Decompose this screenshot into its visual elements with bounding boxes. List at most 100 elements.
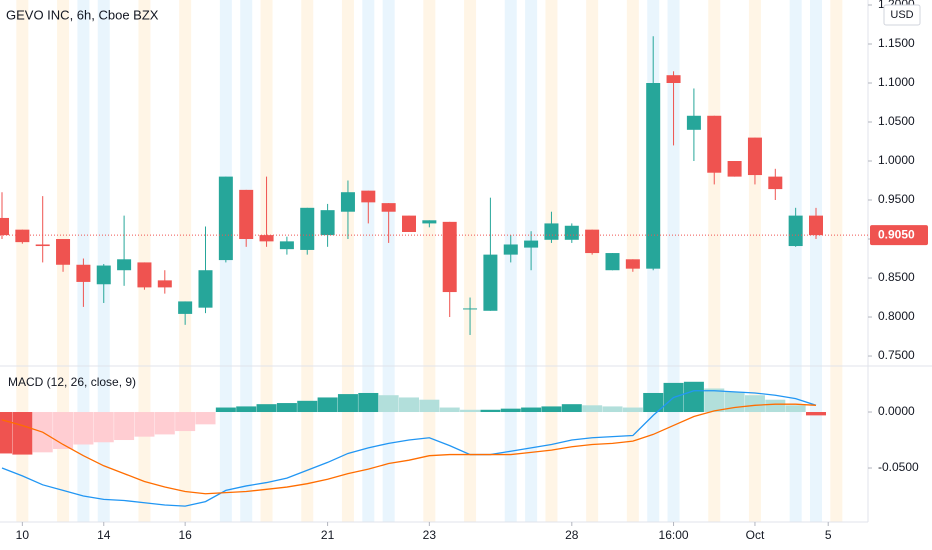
x-tick-label: 16:00 (659, 528, 689, 542)
session-stripe (545, 0, 558, 522)
session-stripe (464, 0, 477, 522)
x-tick-label: 14 (97, 528, 111, 542)
last-price-box (870, 225, 928, 246)
candle-body (524, 240, 539, 248)
candle-body (585, 229, 600, 254)
macd-line (1, 390, 817, 507)
candle-body (218, 176, 233, 261)
histogram-bar (0, 412, 12, 454)
session-stripe (341, 0, 354, 522)
histogram-bar (256, 404, 277, 413)
histogram-bar (602, 406, 623, 413)
currency-box[interactable] (883, 4, 921, 26)
session-stripes (16, 0, 843, 522)
histogram-bar (439, 407, 460, 413)
session-stripe (586, 0, 599, 522)
candle-body (279, 241, 294, 250)
candle-body (300, 207, 315, 250)
candle-body (686, 115, 701, 130)
histogram-bar (114, 412, 135, 441)
candle-body (35, 244, 50, 247)
histogram-bar (154, 412, 175, 435)
candle-body (259, 235, 274, 242)
y-tick-label: 0.7500 (878, 348, 915, 362)
candle-body (76, 264, 91, 282)
candle-body (625, 259, 640, 269)
candle-body (666, 75, 681, 84)
session-stripe (97, 0, 110, 522)
session-stripe (708, 0, 721, 522)
histogram-bar (500, 408, 521, 413)
histogram-bar (643, 392, 664, 413)
histogram-bar (541, 406, 562, 413)
candle-body (483, 254, 498, 311)
histogram-bar (521, 407, 542, 413)
candle-body (15, 229, 30, 243)
histogram-bar (12, 412, 33, 455)
histogram-bar (704, 388, 725, 413)
candle-body (361, 190, 376, 203)
histogram-bar (73, 412, 94, 445)
histogram-bar (317, 397, 338, 413)
histogram-bar (236, 406, 257, 413)
currency[interactable]: USD (890, 9, 913, 21)
candle-body (0, 217, 9, 236)
candle-body (381, 203, 396, 212)
y-tick-label: 1.0000 (878, 153, 915, 167)
session-stripe (423, 0, 436, 522)
x-tick-label: Oct (746, 528, 765, 542)
candle-body (442, 221, 457, 293)
session-stripe (301, 0, 314, 522)
candle-body (422, 220, 437, 224)
session-stripe (240, 0, 253, 522)
histogram-bar (419, 399, 440, 413)
histogram-bar (195, 412, 216, 425)
histogram-bar (582, 405, 603, 413)
histogram-bar (561, 404, 582, 413)
x-tick-label: 28 (565, 528, 579, 542)
y-tick-label: 0.8500 (878, 270, 915, 284)
session-stripe (810, 0, 822, 522)
x-tick-label: 23 (423, 528, 437, 542)
histogram-bar (785, 405, 806, 413)
session-stripe (748, 0, 761, 522)
candle-body (157, 280, 172, 288)
candle-body (788, 215, 803, 247)
y-tick-label: 1.1000 (878, 75, 915, 89)
candle-body (463, 308, 478, 310)
candle-body (402, 215, 416, 232)
session-stripe (382, 0, 395, 522)
candle-body (198, 270, 213, 308)
y-tick-label: 0.9500 (878, 192, 915, 206)
x-tick-label: 10 (16, 528, 30, 542)
x-tick-label: 21 (321, 528, 335, 542)
candle-body (137, 262, 152, 288)
session-stripe (16, 0, 29, 522)
candle-body (503, 244, 518, 255)
y-tick-label: 0.0000 (878, 404, 915, 418)
histogram-bar (93, 412, 114, 443)
histogram-bar (460, 409, 481, 413)
histogram-bar (765, 399, 786, 413)
candle-body (727, 161, 742, 177)
histogram-bar (134, 412, 155, 437)
candle-body (605, 253, 620, 271)
candle-body (117, 259, 132, 271)
candle-body (768, 176, 783, 190)
x-tick-label: 5 (825, 528, 832, 542)
histogram-bar (622, 407, 643, 413)
session-stripe (179, 0, 192, 522)
y-tick-label: 0.8000 (878, 309, 915, 323)
candle-body (809, 215, 823, 236)
last-price-label: 0.9050 (878, 227, 915, 241)
y-tick-label: 1.1500 (878, 36, 915, 50)
histogram-bar (378, 395, 399, 413)
histogram-bar (399, 397, 419, 413)
y-tick-label: 1.0500 (878, 114, 915, 128)
candle-body (239, 189, 254, 240)
session-stripe (789, 0, 802, 522)
candle-body (56, 239, 71, 265)
x-tick-label: 16 (178, 528, 192, 542)
